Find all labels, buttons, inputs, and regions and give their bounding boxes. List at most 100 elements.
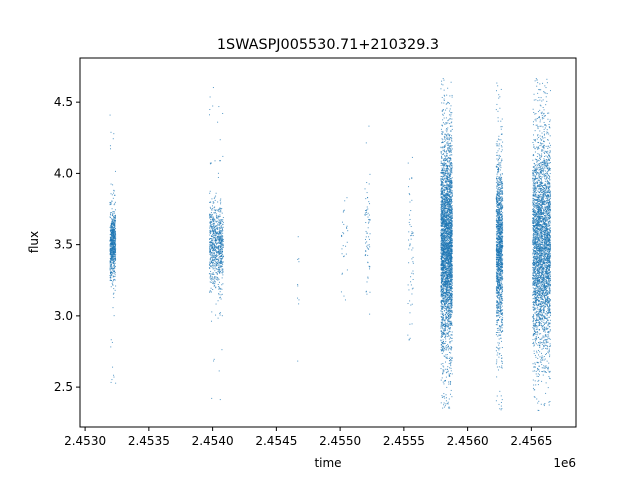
data-point [441,263,443,265]
data-point [448,398,450,400]
data-point [298,261,300,263]
data-point [449,407,451,409]
data-point [213,257,215,258]
data-point [450,253,452,255]
data-point [445,230,447,232]
data-point [209,248,211,250]
data-point [449,342,451,344]
data-point [443,242,445,244]
data-point [445,205,447,207]
data-point [450,206,452,208]
data-point [109,114,111,116]
data-point [444,260,446,262]
data-point [221,236,223,238]
data-point [451,183,453,185]
data-point [367,276,369,278]
data-point [446,204,448,206]
data-point [445,244,447,246]
data-point [440,204,442,206]
data-point [221,219,223,221]
data-point [450,322,452,324]
data-point [442,396,444,398]
data-point [109,213,111,215]
data-point [449,117,451,119]
data-point [447,296,449,298]
data-point [210,242,212,244]
data-point [444,189,446,191]
data-point [450,151,452,153]
data-point [443,328,445,330]
data-point [449,231,451,233]
data-point [441,241,443,243]
data-point [218,253,220,255]
data-point [444,327,446,329]
data-point [444,252,446,254]
data-point [448,252,450,254]
data-point [444,160,446,162]
data-point [448,314,450,316]
data-point [444,220,446,222]
data-point [447,323,449,325]
data-point [444,185,446,187]
data-point [441,172,443,174]
data-point [114,216,116,218]
data-point [451,340,453,342]
data-point [219,207,221,209]
data-point [447,251,449,253]
data-point [408,338,410,340]
data-point [446,288,448,290]
data-point [444,259,446,261]
data-point [443,269,445,271]
data-point [442,312,444,314]
data-point [212,222,214,224]
data-point [448,238,450,240]
data-point [451,356,453,358]
data-point [113,230,115,232]
data-point [440,240,442,242]
data-point [219,245,221,247]
data-point [450,370,452,372]
data-point [448,208,450,210]
data-point [110,267,112,269]
data-point [449,160,451,162]
data-point [451,242,453,244]
data-point [451,200,453,202]
data-point [114,220,116,222]
data-point [217,209,219,211]
data-point [450,320,452,322]
data-point [222,268,224,270]
data-point [110,251,112,253]
data-point [444,138,446,140]
data-point [444,196,446,198]
data-point [450,259,452,261]
data-point [448,335,450,337]
data-point [444,261,446,263]
data-point [209,261,211,263]
data-point [212,220,214,222]
data-point [447,122,449,124]
data-point [446,165,448,167]
data-point [444,181,446,183]
data-point [449,143,451,145]
data-point [112,212,114,214]
data-point [440,185,442,186]
data-point [440,162,442,164]
data-point [211,254,213,256]
data-point [449,326,451,328]
data-point [220,255,222,257]
data-point [440,88,442,90]
data-point [212,240,214,242]
data-point [446,189,448,191]
data-point [445,150,447,152]
data-point [219,251,221,253]
data-point [220,241,222,243]
data-point [444,195,446,197]
data-point [450,187,452,189]
data-point [440,316,442,318]
data-point [449,166,451,168]
data-point [215,195,217,197]
data-point [113,240,115,242]
data-point [412,279,414,280]
data-point [449,197,451,199]
data-point [447,281,449,283]
